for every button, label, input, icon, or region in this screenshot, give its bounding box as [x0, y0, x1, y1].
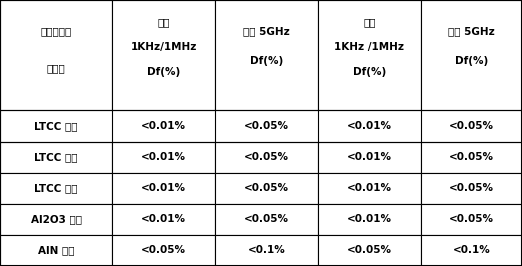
Bar — [318, 0, 421, 110]
Text: LTCC 电容: LTCC 电容 — [34, 152, 78, 162]
Bar — [215, 142, 318, 173]
Text: Df(%): Df(%) — [353, 67, 386, 77]
Text: <0.01%: <0.01% — [347, 152, 392, 162]
Text: <0.01%: <0.01% — [141, 183, 186, 193]
Bar — [318, 173, 421, 204]
Text: <0.01%: <0.01% — [141, 121, 186, 131]
Text: <0.05%: <0.05% — [244, 183, 289, 193]
Text: LTCC 天线: LTCC 天线 — [34, 121, 78, 131]
Text: <0.01%: <0.01% — [347, 214, 392, 224]
Bar — [112, 173, 215, 204]
Text: <0.05%: <0.05% — [449, 152, 494, 162]
Text: <0.01%: <0.01% — [141, 152, 186, 162]
Text: <0.05%: <0.05% — [244, 214, 289, 224]
Text: AlN 基板: AlN 基板 — [38, 246, 74, 255]
Bar — [0, 235, 112, 266]
Text: 1KHz /1MHz: 1KHz /1MHz — [334, 43, 405, 52]
Bar — [421, 0, 522, 110]
Bar — [215, 204, 318, 235]
Bar — [0, 204, 112, 235]
Bar — [318, 142, 421, 173]
Bar — [0, 142, 112, 173]
Text: <0.01%: <0.01% — [141, 214, 186, 224]
Bar — [0, 0, 112, 110]
Text: 铜膏 5GHz: 铜膏 5GHz — [448, 26, 495, 36]
Text: 银膏 5GHz: 银膏 5GHz — [243, 26, 290, 36]
Bar — [421, 142, 522, 173]
Text: Df(%): Df(%) — [250, 56, 283, 66]
Text: <0.05%: <0.05% — [244, 121, 289, 131]
Text: <0.1%: <0.1% — [247, 246, 286, 255]
Bar — [0, 173, 112, 204]
Bar — [215, 173, 318, 204]
Text: <0.05%: <0.05% — [449, 183, 494, 193]
Text: <0.05%: <0.05% — [449, 214, 494, 224]
Text: LTCC 电感: LTCC 电感 — [34, 183, 78, 193]
Text: <0.05%: <0.05% — [449, 121, 494, 131]
Text: Df(%): Df(%) — [147, 67, 180, 77]
Bar — [215, 0, 318, 110]
Bar — [318, 235, 421, 266]
Bar — [215, 235, 318, 266]
Text: <0.01%: <0.01% — [347, 183, 392, 193]
Text: Df(%): Df(%) — [455, 56, 488, 66]
Text: <0.05%: <0.05% — [347, 246, 392, 255]
Text: <0.05%: <0.05% — [141, 246, 186, 255]
Text: <0.1%: <0.1% — [453, 246, 490, 255]
Text: 铜膏: 铜膏 — [363, 17, 375, 27]
Text: 电损耗: 电损耗 — [47, 64, 65, 73]
Bar — [421, 235, 522, 266]
Bar — [318, 204, 421, 235]
Bar — [421, 204, 522, 235]
Bar — [112, 0, 215, 110]
Bar — [112, 142, 215, 173]
Text: Al2O3 基板: Al2O3 基板 — [31, 214, 81, 224]
Bar — [112, 235, 215, 266]
Text: <0.05%: <0.05% — [244, 152, 289, 162]
Text: 适用组件介: 适用组件介 — [41, 26, 72, 36]
Text: <0.01%: <0.01% — [347, 121, 392, 131]
Bar — [112, 204, 215, 235]
Bar — [421, 173, 522, 204]
Text: 1KHz/1MHz: 1KHz/1MHz — [130, 43, 197, 52]
Text: 银膏: 银膏 — [158, 17, 170, 27]
